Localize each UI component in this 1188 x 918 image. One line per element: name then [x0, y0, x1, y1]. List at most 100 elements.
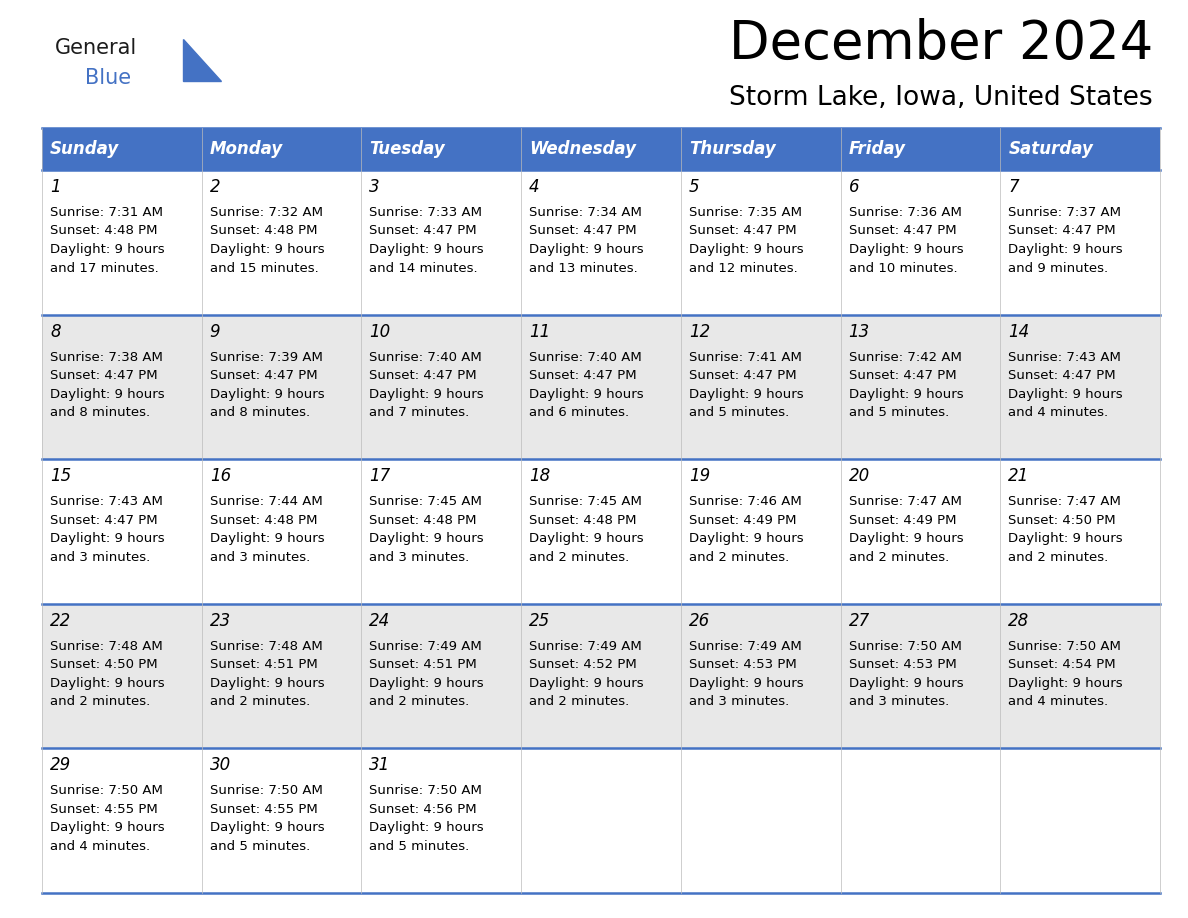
Bar — [841, 748, 1000, 893]
Text: Sunrise: 7:47 AM: Sunrise: 7:47 AM — [848, 495, 961, 509]
Text: Sunday: Sunday — [50, 140, 119, 158]
Text: Daylight: 9 hours: Daylight: 9 hours — [369, 822, 484, 834]
Text: Sunset: 4:47 PM: Sunset: 4:47 PM — [50, 369, 158, 382]
Text: Sunset: 4:47 PM: Sunset: 4:47 PM — [369, 225, 478, 238]
Text: 20: 20 — [848, 467, 870, 486]
Bar — [522, 604, 681, 748]
Bar — [361, 748, 522, 893]
Text: and 17 minutes.: and 17 minutes. — [50, 262, 159, 274]
Bar — [522, 459, 681, 604]
Text: Sunrise: 7:50 AM: Sunrise: 7:50 AM — [50, 784, 163, 798]
Text: 17: 17 — [369, 467, 391, 486]
Text: Sunrise: 7:47 AM: Sunrise: 7:47 AM — [1009, 495, 1121, 509]
Text: and 3 minutes.: and 3 minutes. — [689, 695, 789, 709]
Text: and 8 minutes.: and 8 minutes. — [50, 406, 150, 420]
Text: and 15 minutes.: and 15 minutes. — [210, 262, 318, 274]
Bar — [681, 459, 841, 604]
Text: 28: 28 — [1009, 611, 1030, 630]
Bar — [361, 128, 522, 170]
Text: 8: 8 — [50, 322, 61, 341]
Text: and 2 minutes.: and 2 minutes. — [210, 695, 310, 709]
Text: Sunset: 4:50 PM: Sunset: 4:50 PM — [50, 658, 158, 671]
Bar — [1000, 315, 1159, 459]
Text: 4: 4 — [529, 178, 539, 196]
Text: Sunrise: 7:40 AM: Sunrise: 7:40 AM — [529, 351, 642, 364]
Text: and 2 minutes.: and 2 minutes. — [689, 551, 789, 564]
Text: Sunset: 4:48 PM: Sunset: 4:48 PM — [369, 514, 476, 527]
Text: 30: 30 — [210, 756, 230, 775]
Bar — [42, 170, 202, 315]
Text: Sunrise: 7:40 AM: Sunrise: 7:40 AM — [369, 351, 482, 364]
Text: and 3 minutes.: and 3 minutes. — [369, 551, 469, 564]
Bar — [681, 604, 841, 748]
Text: 2: 2 — [210, 178, 220, 196]
Text: Sunrise: 7:43 AM: Sunrise: 7:43 AM — [50, 495, 163, 509]
Bar — [841, 459, 1000, 604]
Text: Daylight: 9 hours: Daylight: 9 hours — [848, 243, 963, 256]
Bar — [681, 748, 841, 893]
Text: Sunset: 4:47 PM: Sunset: 4:47 PM — [689, 225, 796, 238]
Text: Storm Lake, Iowa, United States: Storm Lake, Iowa, United States — [729, 85, 1154, 111]
Text: Sunrise: 7:49 AM: Sunrise: 7:49 AM — [689, 640, 802, 653]
Bar — [42, 748, 202, 893]
Text: Sunset: 4:47 PM: Sunset: 4:47 PM — [1009, 369, 1116, 382]
Text: Sunrise: 7:31 AM: Sunrise: 7:31 AM — [50, 206, 163, 219]
Text: and 14 minutes.: and 14 minutes. — [369, 262, 478, 274]
Text: Sunset: 4:56 PM: Sunset: 4:56 PM — [369, 803, 478, 816]
Text: 7: 7 — [1009, 178, 1019, 196]
Bar — [361, 315, 522, 459]
Text: Sunset: 4:47 PM: Sunset: 4:47 PM — [210, 369, 317, 382]
Text: Sunset: 4:53 PM: Sunset: 4:53 PM — [689, 658, 797, 671]
Bar — [202, 128, 361, 170]
Text: Sunset: 4:49 PM: Sunset: 4:49 PM — [689, 514, 796, 527]
Bar — [1000, 748, 1159, 893]
Text: and 8 minutes.: and 8 minutes. — [210, 406, 310, 420]
Text: Daylight: 9 hours: Daylight: 9 hours — [369, 677, 484, 689]
Text: 25: 25 — [529, 611, 550, 630]
Text: 14: 14 — [1009, 322, 1030, 341]
Bar — [1000, 604, 1159, 748]
Text: Daylight: 9 hours: Daylight: 9 hours — [529, 532, 644, 545]
Bar — [202, 315, 361, 459]
Text: Sunrise: 7:45 AM: Sunrise: 7:45 AM — [529, 495, 642, 509]
Text: Sunset: 4:48 PM: Sunset: 4:48 PM — [529, 514, 637, 527]
Text: and 2 minutes.: and 2 minutes. — [369, 695, 469, 709]
Text: Monday: Monday — [210, 140, 283, 158]
Text: and 2 minutes.: and 2 minutes. — [1009, 551, 1108, 564]
Text: and 10 minutes.: and 10 minutes. — [848, 262, 958, 274]
Text: General: General — [55, 38, 138, 58]
Text: Daylight: 9 hours: Daylight: 9 hours — [1009, 243, 1123, 256]
Text: 16: 16 — [210, 467, 230, 486]
Text: Sunrise: 7:45 AM: Sunrise: 7:45 AM — [369, 495, 482, 509]
Bar — [522, 748, 681, 893]
Bar — [202, 170, 361, 315]
Text: Daylight: 9 hours: Daylight: 9 hours — [50, 387, 165, 400]
Text: 26: 26 — [689, 611, 710, 630]
Text: and 2 minutes.: and 2 minutes. — [529, 551, 630, 564]
Text: Sunset: 4:48 PM: Sunset: 4:48 PM — [210, 514, 317, 527]
Text: Sunrise: 7:50 AM: Sunrise: 7:50 AM — [1009, 640, 1121, 653]
Text: 18: 18 — [529, 467, 550, 486]
Text: Daylight: 9 hours: Daylight: 9 hours — [529, 387, 644, 400]
Text: Daylight: 9 hours: Daylight: 9 hours — [210, 243, 324, 256]
Text: Sunrise: 7:43 AM: Sunrise: 7:43 AM — [1009, 351, 1121, 364]
Bar — [1000, 128, 1159, 170]
Text: Tuesday: Tuesday — [369, 140, 446, 158]
Text: Sunrise: 7:39 AM: Sunrise: 7:39 AM — [210, 351, 323, 364]
Text: Sunrise: 7:35 AM: Sunrise: 7:35 AM — [689, 206, 802, 219]
Text: Daylight: 9 hours: Daylight: 9 hours — [50, 532, 165, 545]
Text: Daylight: 9 hours: Daylight: 9 hours — [210, 677, 324, 689]
Text: Sunrise: 7:46 AM: Sunrise: 7:46 AM — [689, 495, 802, 509]
Text: Blue: Blue — [86, 68, 131, 88]
Bar — [681, 170, 841, 315]
Text: 12: 12 — [689, 322, 710, 341]
Text: Daylight: 9 hours: Daylight: 9 hours — [369, 532, 484, 545]
Bar — [1000, 170, 1159, 315]
Text: Daylight: 9 hours: Daylight: 9 hours — [848, 532, 963, 545]
Text: 6: 6 — [848, 178, 859, 196]
Text: Daylight: 9 hours: Daylight: 9 hours — [210, 822, 324, 834]
Text: Daylight: 9 hours: Daylight: 9 hours — [848, 387, 963, 400]
Bar — [361, 604, 522, 748]
Text: and 4 minutes.: and 4 minutes. — [1009, 695, 1108, 709]
Text: 3: 3 — [369, 178, 380, 196]
